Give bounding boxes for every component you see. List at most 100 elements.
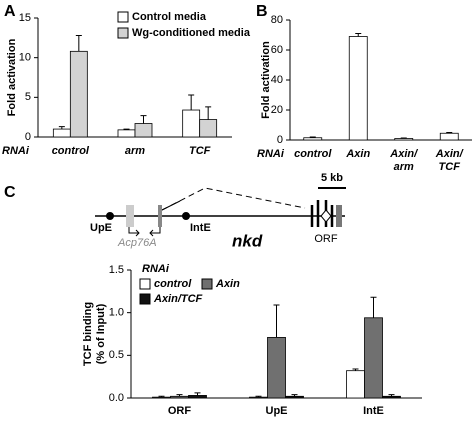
x-tick-label: TCF [439, 161, 461, 173]
bar [69, 50, 88, 138]
y-axis-label: Fold activation [6, 38, 18, 116]
exon [158, 205, 162, 227]
error-bar [370, 296, 377, 318]
x-tick-label: control [294, 148, 332, 160]
error-bar [255, 395, 262, 398]
y-tick-label: 40 [271, 74, 283, 86]
bar [152, 396, 171, 399]
error-bar [273, 304, 280, 338]
legend-swatch [117, 11, 129, 23]
tss-arrow [149, 227, 161, 237]
error-bar [58, 126, 65, 130]
x-tick-label: TCF [189, 145, 211, 157]
splice [161, 200, 181, 211]
error-bar [188, 94, 195, 111]
y-tick-label: 80 [271, 14, 283, 26]
legend-swatch [117, 27, 129, 39]
y-tick-label: 10 [19, 52, 31, 64]
y-tick-label: 0 [277, 134, 283, 146]
bar [170, 395, 189, 399]
error-bar [140, 115, 147, 124]
element-label: UpE [90, 222, 112, 234]
bar [267, 337, 286, 399]
legend-swatch [139, 293, 151, 305]
legend-swatch [201, 278, 213, 290]
bar [182, 109, 201, 138]
y-axis-label: Fold activation [260, 41, 272, 119]
site [182, 212, 190, 220]
panel-label: C [4, 184, 16, 201]
bar [249, 396, 268, 399]
bar [439, 132, 459, 141]
error-bar [158, 395, 165, 398]
gene-label: Acp76A [117, 237, 157, 249]
bar [346, 370, 365, 399]
error-bar [355, 33, 362, 37]
bar [382, 395, 401, 399]
y-tick-label: 15 [19, 12, 31, 24]
y-tick-label: 5 [25, 91, 31, 103]
y-axis-label: (% of Input) [95, 303, 107, 364]
error-bar [194, 392, 201, 396]
x-axis-label: RNAi [257, 148, 285, 160]
x-tick-label: Axin [345, 148, 370, 160]
bar [199, 119, 218, 138]
error-bar [388, 394, 395, 397]
x-tick-label: UpE [266, 405, 288, 417]
error-bar [309, 136, 316, 138]
legend-label: Axin [215, 278, 240, 290]
gene-name: nkd [232, 231, 263, 250]
legend-label: Axin/TCF [153, 293, 203, 305]
x-tick-label: IntE [363, 405, 384, 417]
scale-label: 5 kb [321, 172, 343, 184]
error-bar [291, 394, 298, 397]
x-axis-label: RNAi [2, 145, 30, 157]
error-bar [446, 132, 453, 134]
tss-arrow [128, 227, 140, 237]
y-tick-label: 60 [271, 44, 283, 56]
panel-label: B [256, 3, 268, 20]
legend-title: RNAi [142, 263, 170, 275]
element-label: IntE [190, 222, 211, 234]
error-bar [176, 394, 183, 397]
y-axis-label: TCF binding [82, 302, 94, 366]
bar [188, 395, 207, 399]
x-tick-label: ORF [168, 405, 192, 417]
bar [348, 36, 368, 141]
error-bar [123, 128, 130, 130]
splice [161, 187, 306, 211]
site [106, 212, 114, 220]
error-bar [352, 368, 359, 371]
bar [394, 138, 414, 141]
x-tick-label: arm [125, 145, 145, 157]
y-tick-label: 1.5 [109, 264, 124, 276]
panel-label: A [4, 3, 16, 20]
gene-diagram [95, 187, 346, 237]
bar [52, 128, 71, 138]
bar [134, 123, 153, 138]
y-tick-label: 1.0 [109, 307, 124, 319]
bar [117, 129, 136, 138]
x-tick-label: arm [394, 161, 414, 173]
legend-swatch [139, 278, 151, 290]
legend-label: control [154, 278, 192, 290]
x-tick-label: Axin/ [435, 148, 465, 160]
orf-label: ORF [314, 233, 338, 245]
exons [310, 200, 334, 227]
bar [303, 137, 323, 141]
x-tick-label: control [52, 145, 90, 157]
legend-label: Wg-conditioned media [132, 27, 251, 39]
orf-marker [320, 209, 332, 223]
bar [285, 395, 304, 399]
x-tick-label: Axin/ [389, 148, 419, 160]
legend-label: Control media [132, 11, 207, 23]
y-tick-label: 0 [25, 131, 31, 143]
y-tick-label: 0.0 [109, 392, 124, 404]
exon [126, 205, 134, 227]
y-tick-label: 0.5 [109, 349, 124, 361]
bar [364, 317, 383, 399]
exon [336, 205, 342, 227]
error-bar [75, 34, 82, 52]
y-tick-label: 20 [271, 104, 283, 116]
